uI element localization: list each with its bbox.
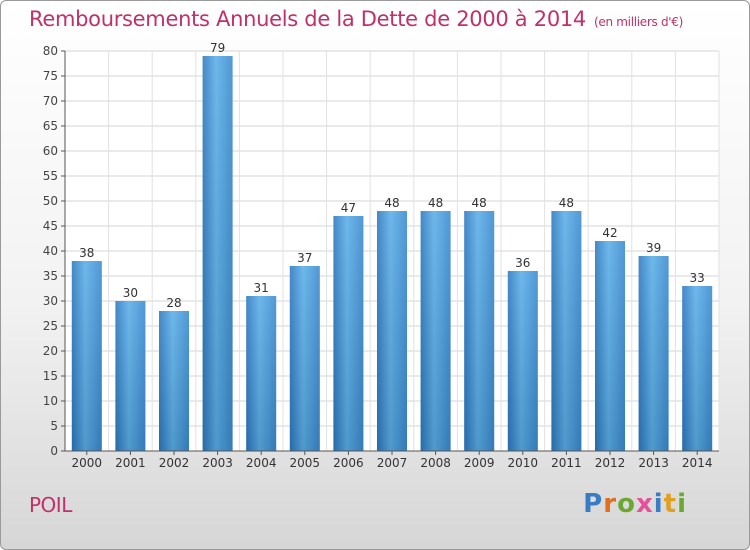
y-tick-label: 40 bbox=[43, 244, 58, 258]
bar-shade bbox=[507, 271, 538, 451]
commune-name: POIL bbox=[29, 493, 72, 517]
y-tick-label: 5 bbox=[50, 419, 58, 433]
data-label: 48 bbox=[428, 196, 443, 210]
bar-shade bbox=[682, 286, 713, 451]
bar-shade bbox=[202, 56, 233, 451]
y-tick-label: 25 bbox=[43, 319, 58, 333]
y-tick-label: 35 bbox=[43, 269, 58, 283]
x-tick-label: 2004 bbox=[246, 456, 277, 470]
x-tick-label: 2002 bbox=[159, 456, 190, 470]
x-tick-label: 2006 bbox=[333, 456, 364, 470]
y-tick-label: 70 bbox=[43, 94, 58, 108]
x-tick-label: 2013 bbox=[638, 456, 669, 470]
y-tick-label: 20 bbox=[43, 344, 58, 358]
y-tick-label: 50 bbox=[43, 194, 58, 208]
bar-shade bbox=[638, 256, 669, 451]
data-label: 47 bbox=[341, 201, 356, 215]
y-tick-label: 30 bbox=[43, 294, 58, 308]
proxiti-logo: Proxiti bbox=[583, 489, 687, 519]
y-tick-label: 75 bbox=[43, 69, 58, 83]
data-label: 28 bbox=[166, 296, 181, 310]
data-label: 42 bbox=[602, 226, 617, 240]
bar-shade bbox=[420, 211, 451, 451]
bar-shade bbox=[595, 241, 625, 451]
x-tick-label: 2005 bbox=[290, 456, 321, 470]
y-tick-label: 0 bbox=[50, 444, 58, 458]
bar-shade bbox=[464, 211, 495, 451]
bar-shade bbox=[333, 216, 364, 451]
data-label: 36 bbox=[515, 256, 530, 270]
data-label: 30 bbox=[123, 286, 138, 300]
y-tick-label: 65 bbox=[43, 119, 58, 133]
y-tick-label: 15 bbox=[43, 369, 58, 383]
x-tick-label: 2000 bbox=[72, 456, 103, 470]
x-tick-label: 2014 bbox=[682, 456, 713, 470]
bar-shade bbox=[115, 301, 146, 451]
data-label: 33 bbox=[690, 271, 705, 285]
data-label: 37 bbox=[297, 251, 312, 265]
x-tick-label: 2009 bbox=[464, 456, 495, 470]
bar-shade bbox=[71, 261, 102, 451]
bar-shade bbox=[246, 296, 277, 451]
bar-shade bbox=[377, 211, 407, 451]
x-tick-label: 2008 bbox=[420, 456, 451, 470]
data-label: 31 bbox=[254, 281, 269, 295]
y-tick-label: 55 bbox=[43, 169, 58, 183]
chart-unit: (en milliers d'€) bbox=[594, 15, 684, 29]
x-tick-label: 2011 bbox=[551, 456, 582, 470]
data-label: 38 bbox=[79, 246, 94, 260]
chart-title-text: Remboursements Annuels de la Dette de 20… bbox=[29, 7, 586, 31]
data-label: 39 bbox=[646, 241, 661, 255]
data-label: 79 bbox=[210, 41, 225, 55]
chart-title: Remboursements Annuels de la Dette de 20… bbox=[29, 7, 683, 31]
y-tick-label: 80 bbox=[43, 44, 58, 58]
y-tick-label: 10 bbox=[43, 394, 58, 408]
x-tick-label: 2007 bbox=[377, 456, 408, 470]
x-tick-label: 2010 bbox=[508, 456, 539, 470]
data-label: 48 bbox=[472, 196, 487, 210]
y-tick-label: 45 bbox=[43, 219, 58, 233]
data-label: 48 bbox=[384, 196, 399, 210]
bar-shade bbox=[289, 266, 320, 451]
x-tick-label: 2012 bbox=[595, 456, 626, 470]
bar-shade bbox=[159, 311, 189, 451]
bar-shade bbox=[551, 211, 582, 451]
x-tick-label: 2003 bbox=[202, 456, 233, 470]
data-label: 48 bbox=[559, 196, 574, 210]
x-tick-label: 2001 bbox=[115, 456, 146, 470]
y-tick-label: 60 bbox=[43, 144, 58, 158]
